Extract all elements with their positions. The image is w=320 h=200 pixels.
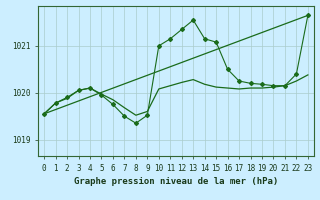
X-axis label: Graphe pression niveau de la mer (hPa): Graphe pression niveau de la mer (hPa) xyxy=(74,177,278,186)
